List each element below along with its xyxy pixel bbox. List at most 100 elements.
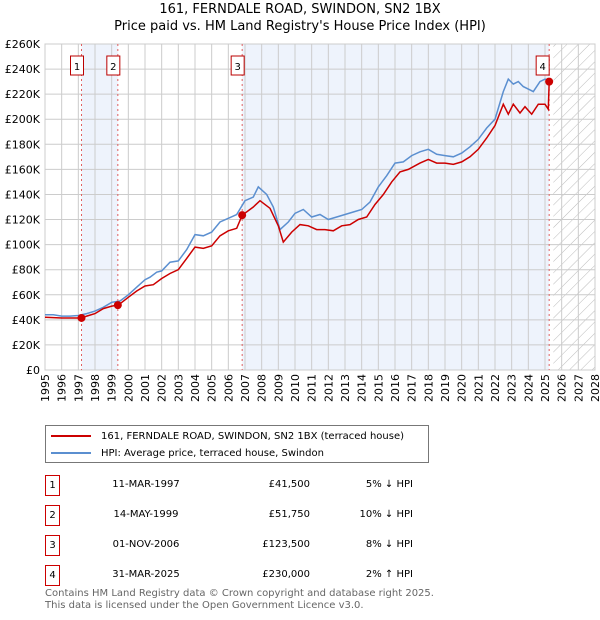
x-tick-label: 2024	[522, 374, 535, 402]
x-tick-label: 2009	[272, 374, 285, 402]
chart-subtitle: Price paid vs. HM Land Registry's House …	[114, 19, 486, 34]
sale-badge-label: 4	[539, 62, 545, 73]
x-tick-label: 2028	[589, 374, 600, 402]
x-tick-label: 2021	[472, 374, 485, 402]
y-tick-label: £100K	[5, 239, 41, 252]
transaction-price: £41,500	[268, 479, 310, 490]
y-tick-label: £40K	[12, 314, 41, 327]
x-tick-label: 1999	[106, 374, 119, 402]
property-price-line	[44, 81, 550, 319]
x-tick-label: 2012	[322, 374, 335, 402]
y-tick-label: £80K	[12, 264, 41, 277]
sale-badge	[535, 55, 550, 76]
transaction-price: £123,500	[262, 539, 310, 550]
transaction-number: 1	[45, 475, 60, 496]
y-tick-label: £240K	[5, 63, 41, 76]
x-tick-label: 2023	[506, 374, 519, 402]
x-tick-label: 2014	[356, 374, 369, 402]
x-tick-label: 2004	[189, 374, 202, 402]
sale-badge-label: 1	[74, 62, 80, 73]
x-tick-label: 2000	[122, 374, 135, 402]
transaction-hpi-diff: 10% ↓ HPI	[359, 509, 413, 520]
x-tick-label: 1996	[56, 374, 69, 402]
x-tick-label: 2002	[156, 374, 169, 402]
x-tick-label: 2010	[289, 374, 302, 402]
x-tick-label: 2017	[406, 374, 419, 402]
sale-badge	[70, 55, 84, 76]
x-tick-label: 2006	[222, 374, 235, 402]
transaction-price: £51,750	[268, 509, 310, 520]
x-tick-label: 1995	[39, 374, 52, 402]
sale-point	[77, 313, 86, 322]
transaction-date: 31-MAR-2025	[112, 569, 180, 580]
x-tick-label: 1997	[72, 374, 85, 402]
transaction-number: 4	[45, 565, 60, 586]
y-tick-label: £200K	[5, 113, 41, 126]
x-tick-label: 1998	[89, 374, 102, 402]
y-tick-label: £120K	[5, 214, 41, 227]
sale-badge	[230, 55, 245, 76]
y-tick-label: £160K	[5, 163, 41, 176]
y-tick-label: £260K	[5, 38, 41, 51]
transaction-number: 2	[45, 505, 60, 526]
legend: 161, FERNDALE ROAD, SWINDON, SN2 1BX (te…	[45, 425, 429, 463]
legend-swatch-property	[51, 435, 91, 437]
legend-label-property: 161, FERNDALE ROAD, SWINDON, SN2 1BX (te…	[101, 430, 404, 442]
transaction-hpi-diff: 5% ↓ HPI	[365, 479, 413, 490]
x-tick-label: 2005	[206, 374, 219, 402]
transaction-number: 3	[45, 535, 60, 556]
shaded-period	[242, 44, 550, 370]
forecast-hatch	[553, 44, 595, 370]
y-tick-label: £20K	[12, 339, 41, 352]
transaction-date: 11-MAR-1997	[112, 479, 180, 490]
x-tick-label: 2016	[389, 374, 402, 402]
transaction-row: 1 11-MAR-1997 £41,500 5% ↓ HPI	[45, 475, 600, 497]
legend-label-hpi: HPI: Average price, terraced house, Swin…	[101, 447, 324, 459]
x-tick-label: 2019	[439, 374, 452, 402]
sale-point	[238, 211, 247, 220]
footer-licence: This data is licensed under the Open Gov…	[45, 600, 364, 611]
x-tick-label: 2015	[372, 374, 385, 402]
chart-title: 161, FERNDALE ROAD, SWINDON, SN2 1BX	[159, 2, 441, 17]
footer-copyright: Contains HM Land Registry data © Crown c…	[45, 588, 434, 599]
legend-item-hpi: HPI: Average price, terraced house, Swin…	[51, 445, 324, 461]
shaded-period	[81, 44, 118, 370]
legend-swatch-hpi	[51, 452, 91, 454]
y-tick-label: £180K	[5, 138, 41, 151]
sale-point	[545, 77, 554, 86]
footer: Contains HM Land Registry data © Crown c…	[45, 588, 434, 612]
y-tick-label: £220K	[5, 88, 41, 101]
y-tick-label: £0	[26, 364, 40, 377]
x-tick-label: 2013	[339, 374, 352, 402]
x-tick-label: 2018	[422, 374, 435, 402]
x-tick-label: 2007	[239, 374, 252, 402]
sale-badge-label: 3	[234, 62, 240, 73]
transaction-date: 01-NOV-2006	[112, 539, 180, 550]
transaction-row: 2 14-MAY-1999 £51,750 10% ↓ HPI	[45, 505, 600, 527]
y-tick-label: £140K	[5, 188, 41, 201]
x-tick-label: 2020	[456, 374, 469, 402]
transaction-price: £230,000	[262, 569, 310, 580]
sale-badge	[106, 55, 121, 76]
transaction-date: 14-MAY-1999	[113, 509, 179, 520]
transaction-row: 4 31-MAR-2025 £230,000 2% ↑ HPI	[45, 565, 600, 587]
x-tick-label: 2003	[172, 374, 185, 402]
x-tick-label: 2026	[556, 374, 569, 402]
x-tick-label: 2027	[572, 374, 585, 402]
x-tick-label: 2022	[489, 374, 502, 402]
x-tick-label: 2008	[256, 374, 269, 402]
sale-point	[113, 301, 122, 310]
transaction-row: 3 01-NOV-2006 £123,500 8% ↓ HPI	[45, 535, 600, 557]
transaction-hpi-diff: 8% ↓ HPI	[365, 539, 413, 550]
legend-item-property: 161, FERNDALE ROAD, SWINDON, SN2 1BX (te…	[51, 428, 404, 444]
sale-badge-label: 2	[110, 62, 116, 73]
plot-border	[44, 43, 596, 371]
hpi-line	[45, 77, 552, 317]
transaction-hpi-diff: 2% ↑ HPI	[365, 569, 413, 580]
x-tick-label: 2025	[539, 374, 552, 402]
y-tick-label: £60K	[12, 289, 41, 302]
x-tick-label: 2001	[139, 374, 152, 402]
x-tick-label: 2011	[306, 374, 319, 402]
